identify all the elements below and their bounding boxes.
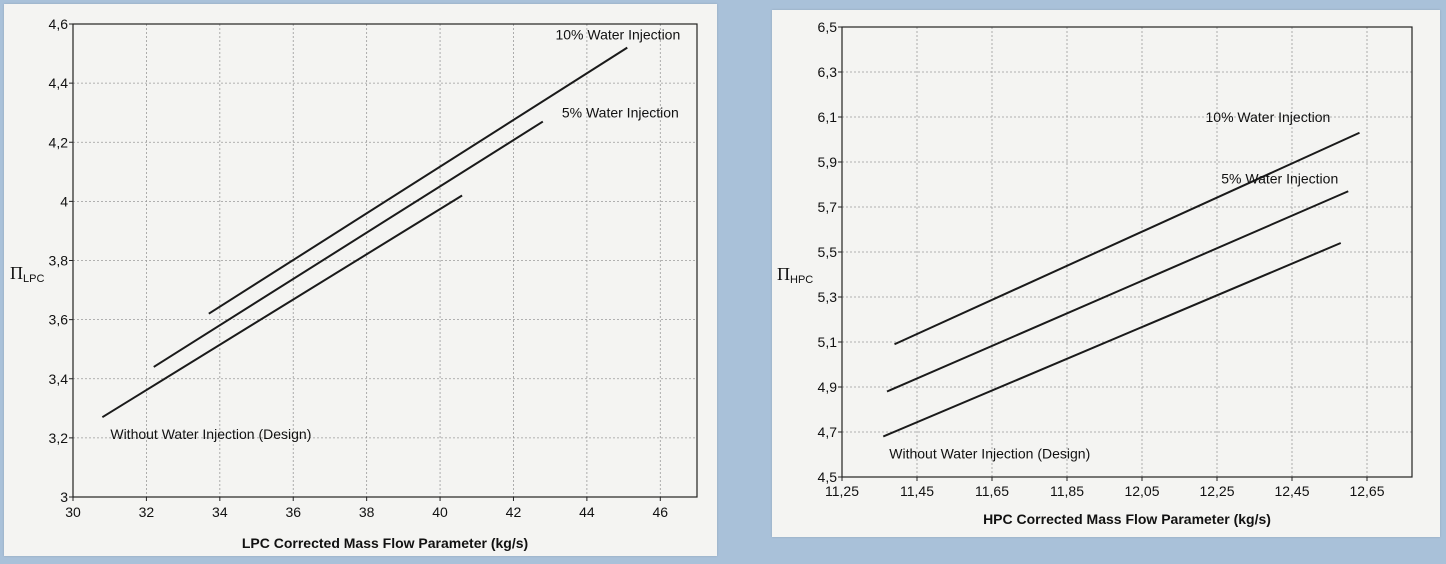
y-axis-label: ΠLPC [10,263,44,285]
y-tick-label: 5,9 [818,154,838,170]
x-tick-label: 12,05 [1124,483,1159,499]
series-annotation: Without Water Injection (Design) [889,446,1090,462]
x-tick-label: 11,45 [900,483,934,499]
y-tick-label: 3,2 [49,430,69,446]
x-tick-label: 40 [432,504,448,520]
y-tick-label: 5,1 [818,334,838,350]
y-tick-label: 5,3 [818,289,838,305]
series-annotation: 5% Water Injection [1221,170,1338,186]
y-axis-label: ΠHPC [777,264,813,286]
y-tick-label: 6,1 [818,109,838,125]
x-tick-label: 42 [506,504,522,520]
x-tick-label: 12,25 [1199,483,1234,499]
x-tick-label: 30 [65,504,81,520]
x-tick-label: 11,65 [975,483,1009,499]
y-tick-label: 4,9 [818,379,838,395]
y-tick-label: 3,4 [49,371,69,387]
y-tick-label: 4,6 [49,16,69,32]
hpc-chart: 11,25 11,45 11,65 11,85 12,05 12,25 12,45 12,65… [777,19,1413,527]
y-tick-label: 5,5 [818,244,838,260]
series-line [208,46,628,315]
series-line [153,120,544,368]
y-tick-label: 6,5 [818,19,838,35]
x-axis-label: HPC Corrected Mass Flow Parameter (kg/s) [983,511,1271,527]
y-tick-label: 3,6 [49,312,69,328]
y-tick-label: 6,3 [818,64,838,80]
x-tick-label: 12,65 [1349,483,1384,499]
x-tick-label: 12,45 [1274,483,1309,499]
y-tick-label: 3,8 [49,253,69,269]
y-tick-label: 4,5 [818,469,838,485]
series-annotation: 10% Water Injection [1206,109,1331,125]
y-tick-label: 4,4 [49,75,69,91]
series-annotation: 10% Water Injection [555,27,680,43]
y-tick-label: 4,7 [818,424,838,440]
y-tick-label: 3 [60,489,68,505]
hpc-chart-panel: 11,25 11,45 11,65 11,85 12,05 12,25 12,45 12,65… [772,10,1440,537]
lpc-chart-panel: 30 32 34 36 38 40 42 44 46 3 3,2 3,4 3,6 3,8 4 4,2 4,4 4,… [4,4,717,556]
x-tick-label: 32 [139,504,155,520]
x-axis-label: LPC Corrected Mass Flow Parameter (kg/s) [242,535,528,551]
series-annotation: Without Water Injection (Design) [110,426,311,442]
y-tick-label: 4 [60,193,68,209]
x-tick-label: 36 [285,504,301,520]
series-line [882,242,1342,438]
series-line [101,194,463,419]
series-line [886,190,1349,393]
x-tick-label: 44 [579,504,595,520]
y-tick-label: 5,7 [818,199,838,215]
x-tick-label: 11,25 [825,483,859,499]
x-tick-label: 38 [359,504,375,520]
x-tick-label: 34 [212,504,228,520]
x-tick-label: 46 [653,504,669,520]
lpc-chart: 30 32 34 36 38 40 42 44 46 3 3,2 3,4 3,6 3,8 4 4,2 4,4 4,… [10,16,698,551]
x-tick-label: 11,85 [1050,483,1084,499]
y-tick-label: 4,2 [49,134,69,150]
series-line [894,131,1360,346]
series-annotation: 5% Water Injection [562,105,679,121]
